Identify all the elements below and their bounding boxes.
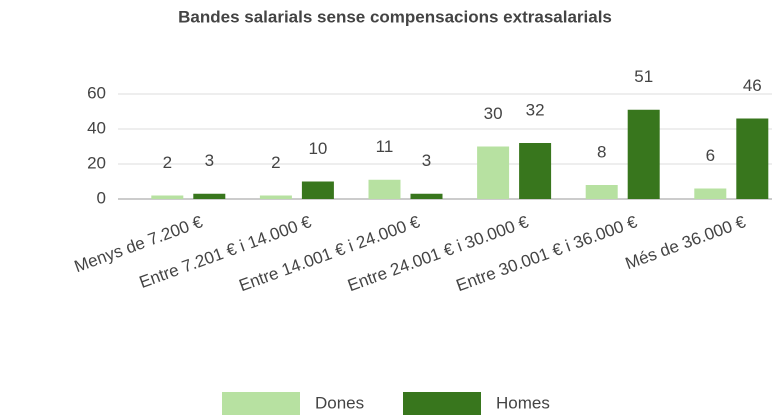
bar — [627, 109, 660, 199]
bar — [736, 118, 769, 199]
value-label: 11 — [376, 137, 394, 156]
value-label: 51 — [634, 67, 653, 86]
value-label: 32 — [526, 100, 545, 119]
value-label: 6 — [706, 146, 715, 165]
legend-swatch — [403, 392, 481, 415]
legend-label: Homes — [496, 393, 550, 412]
value-label: 3 — [422, 151, 431, 170]
x-tick-label: Entre 30.001 € i 36.000 € — [454, 212, 640, 295]
y-tick-label: 0 — [97, 188, 106, 207]
bar — [259, 195, 292, 199]
value-label: 2 — [163, 153, 172, 172]
bar — [301, 181, 334, 199]
y-tick-label: 60 — [87, 83, 106, 102]
bar — [368, 179, 401, 199]
x-tick-label: Entre 14.001 € i 24.000 € — [236, 212, 422, 295]
value-label: 46 — [743, 76, 762, 95]
chart-title: Bandes salarials sense compensacions ext… — [178, 7, 612, 26]
legend-label: Dones — [315, 393, 364, 412]
legend-swatch — [222, 392, 300, 415]
value-label: 2 — [271, 153, 280, 172]
x-tick-label: Més de 36.000 € — [623, 212, 749, 273]
bar — [585, 185, 618, 199]
value-label: 30 — [484, 104, 503, 123]
value-label: 3 — [205, 151, 214, 170]
bar — [151, 195, 184, 199]
bar — [410, 193, 443, 199]
bar — [477, 146, 510, 199]
bar — [193, 193, 226, 199]
x-tick-label: Entre 24.001 € i 30.000 € — [345, 212, 531, 295]
y-tick-label: 20 — [87, 153, 106, 172]
y-tick-label: 40 — [87, 118, 106, 137]
bar — [519, 143, 552, 199]
value-label: 10 — [308, 139, 327, 158]
bar — [694, 188, 727, 199]
value-label: 8 — [597, 142, 606, 161]
